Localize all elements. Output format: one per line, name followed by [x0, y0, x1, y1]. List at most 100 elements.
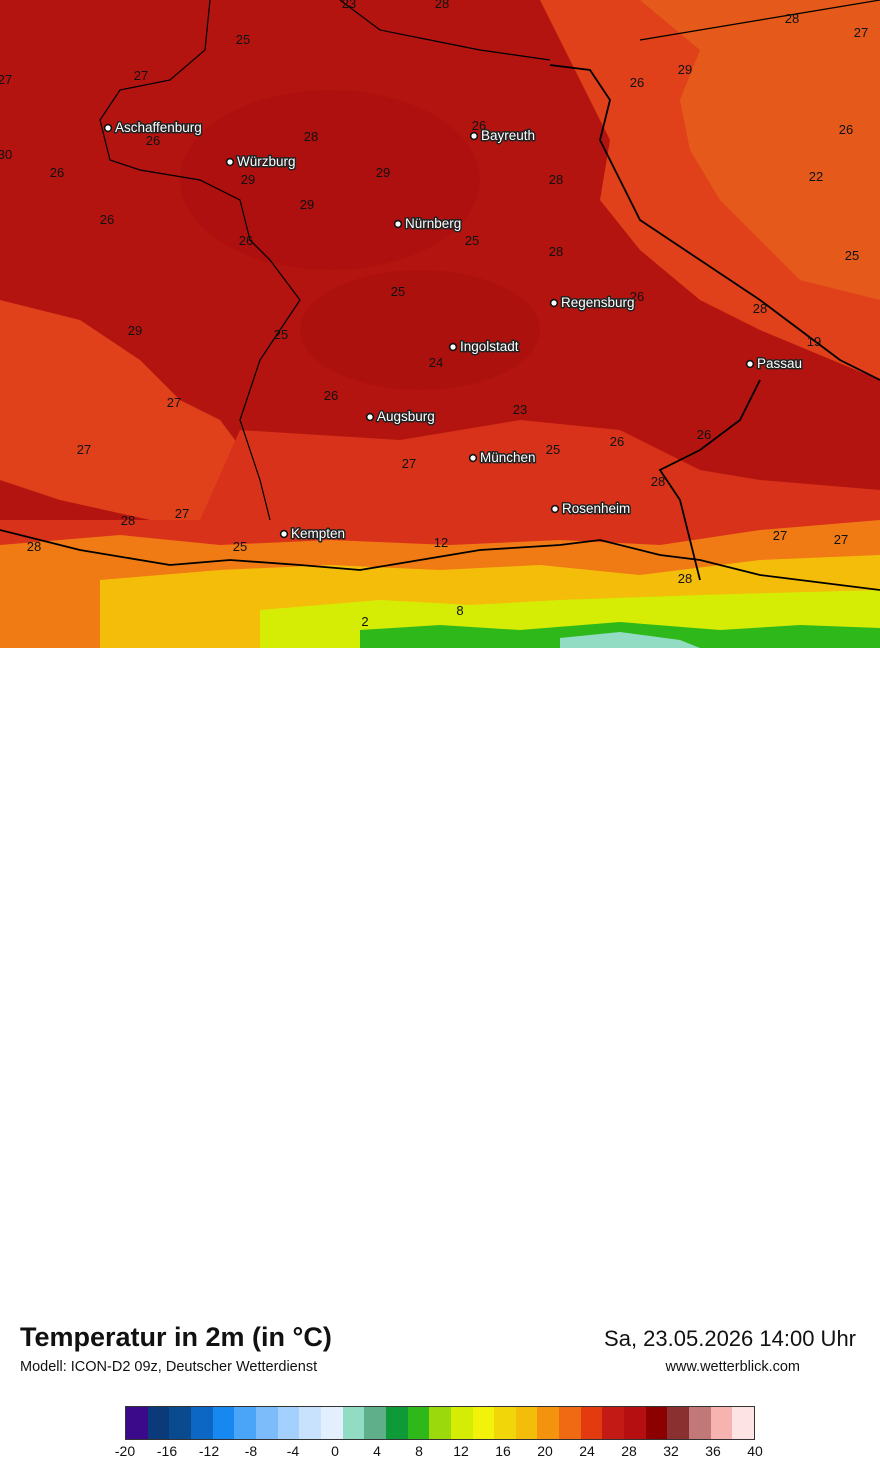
city-marker: Ingolstadt: [448, 338, 520, 356]
color-scale-segment: [255, 1407, 278, 1439]
hot-core-north: [180, 90, 480, 270]
temperature-value-label: 27: [175, 506, 189, 521]
temperature-value-label: 22: [809, 169, 823, 184]
temperature-value-label: 27: [854, 25, 868, 40]
city-marker: Augsburg: [365, 408, 436, 426]
temperature-value-label: 27: [773, 528, 787, 543]
temperature-value-label: 28: [549, 172, 563, 187]
temperature-value-label: 26: [50, 165, 64, 180]
color-scale-segment: [190, 1407, 213, 1439]
website-link[interactable]: www.wetterblick.com: [665, 1359, 800, 1375]
temperature-value-label: 27: [0, 72, 12, 87]
color-scale-segment: [342, 1407, 365, 1439]
color-scale-segment: [494, 1407, 516, 1439]
temperature-value-label: 23: [342, 0, 356, 11]
city-label: München: [480, 450, 536, 465]
state-border-east-top: [639, 0, 880, 41]
city-dot: [279, 529, 289, 539]
color-scale-segment: [126, 1407, 148, 1439]
temperature-value-label: 26: [146, 133, 160, 148]
temperature-value-label: 26: [610, 434, 624, 449]
color-scale-tick-label: 4: [373, 1443, 381, 1459]
city-marker: Bayreuth: [469, 127, 537, 145]
temp-zone-alps-cool: [560, 632, 700, 648]
state-border-west: [99, 0, 301, 521]
map-title: Temperatur in 2m (in °C): [20, 1322, 332, 1352]
color-scale-tick-label: 24: [579, 1443, 595, 1459]
temperature-value-label: 28: [678, 571, 692, 586]
temp-zone-26: [640, 0, 880, 300]
temperature-value-label: 25: [465, 233, 479, 248]
temperature-value-label: 28: [785, 11, 799, 26]
temperature-value-label: 25: [546, 442, 560, 457]
temperature-value-label: 28: [753, 301, 767, 316]
temperature-value-label: 28: [435, 0, 449, 11]
city-label: Bayreuth: [481, 128, 535, 143]
color-scale-tick-label: 36: [705, 1443, 721, 1459]
color-scale-segment: [732, 1407, 755, 1439]
city-label: Regensburg: [561, 295, 635, 310]
city-dot: [103, 123, 113, 133]
map-footer: Temperatur in 2m (in °C) Modell: ICON-D2…: [0, 648, 880, 1459]
color-scale-segment: [667, 1407, 690, 1439]
color-scale-tick-label: -16: [156, 1443, 178, 1459]
temp-zone-west: [0, 300, 250, 520]
color-scale-segment: [429, 1407, 451, 1439]
color-scale-tick-label: 20: [537, 1443, 553, 1459]
city-label: Passau: [757, 356, 802, 371]
color-scale-segment: [559, 1407, 581, 1439]
temperature-value-label: 26: [630, 75, 644, 90]
color-scale-tick-label: 32: [663, 1443, 679, 1459]
temperature-value-label: 26: [630, 289, 644, 304]
color-scale-tick-label: -20: [114, 1443, 136, 1459]
state-border-bavaria: [549, 64, 880, 381]
color-scale-segment: [407, 1407, 430, 1439]
temperature-value-label: 24: [429, 355, 443, 370]
temperature-value-label: 29: [376, 165, 390, 180]
city-label: Ingolstadt: [460, 339, 519, 354]
temperature-value-label: 23: [513, 402, 527, 417]
temperature-value-label: 25: [236, 32, 250, 47]
color-scale-segment: [645, 1407, 668, 1439]
color-scale-segment: [320, 1407, 343, 1439]
color-scale-ticks: -20 -16 -12 -8 -4 0 4 8 12 16 20 24 28 32 36 40: [115, 1443, 763, 1463]
color-scale-segment: [385, 1407, 408, 1439]
color-scale-tick-label: 0: [331, 1443, 339, 1459]
color-scale-segment: [624, 1407, 646, 1439]
temperature-value-label: 29: [241, 172, 255, 187]
city-marker: Regensburg: [549, 294, 636, 312]
temperature-value-label: 27: [134, 68, 148, 83]
temperature-value-label: 27: [77, 442, 91, 457]
country-border-east: [658, 379, 761, 581]
temperature-value-label: 27: [167, 395, 181, 410]
hot-core-center: [300, 270, 540, 390]
temperature-value-label: 27: [402, 456, 416, 471]
city-label: Kempten: [291, 526, 345, 541]
city-dot: [448, 342, 458, 352]
city-marker: Rosenheim: [550, 500, 632, 518]
model-info: Modell: ICON-D2 09z, Deutscher Wetterdie…: [20, 1359, 318, 1375]
color-scale-tick-label: 12: [453, 1443, 469, 1459]
state-border-north: [339, 0, 551, 61]
temperature-value-label: 12: [434, 535, 448, 550]
city-dot: [365, 412, 375, 422]
city-dot: [469, 131, 479, 141]
color-scale-tick-label: -4: [286, 1443, 300, 1459]
color-scale-segment: [515, 1407, 538, 1439]
color-scale-segment: [710, 1407, 733, 1439]
city-dot: [393, 219, 403, 229]
city-label: Augsburg: [377, 409, 435, 424]
temperature-value-label: 28: [121, 513, 135, 528]
color-scale-segment: [450, 1407, 473, 1439]
temperature-value-label: 25: [233, 539, 247, 554]
color-scale-tick-label: 8: [415, 1443, 423, 1459]
color-scale-segment: [299, 1407, 321, 1439]
temperature-value-label: 26: [239, 233, 253, 248]
city-dot: [468, 453, 478, 463]
color-scale-segment: [212, 1407, 235, 1439]
city-dot: [225, 157, 235, 167]
city-marker: Passau: [745, 355, 804, 373]
temperature-value-label: 28: [304, 129, 318, 144]
temperature-value-label: 29: [300, 197, 314, 212]
